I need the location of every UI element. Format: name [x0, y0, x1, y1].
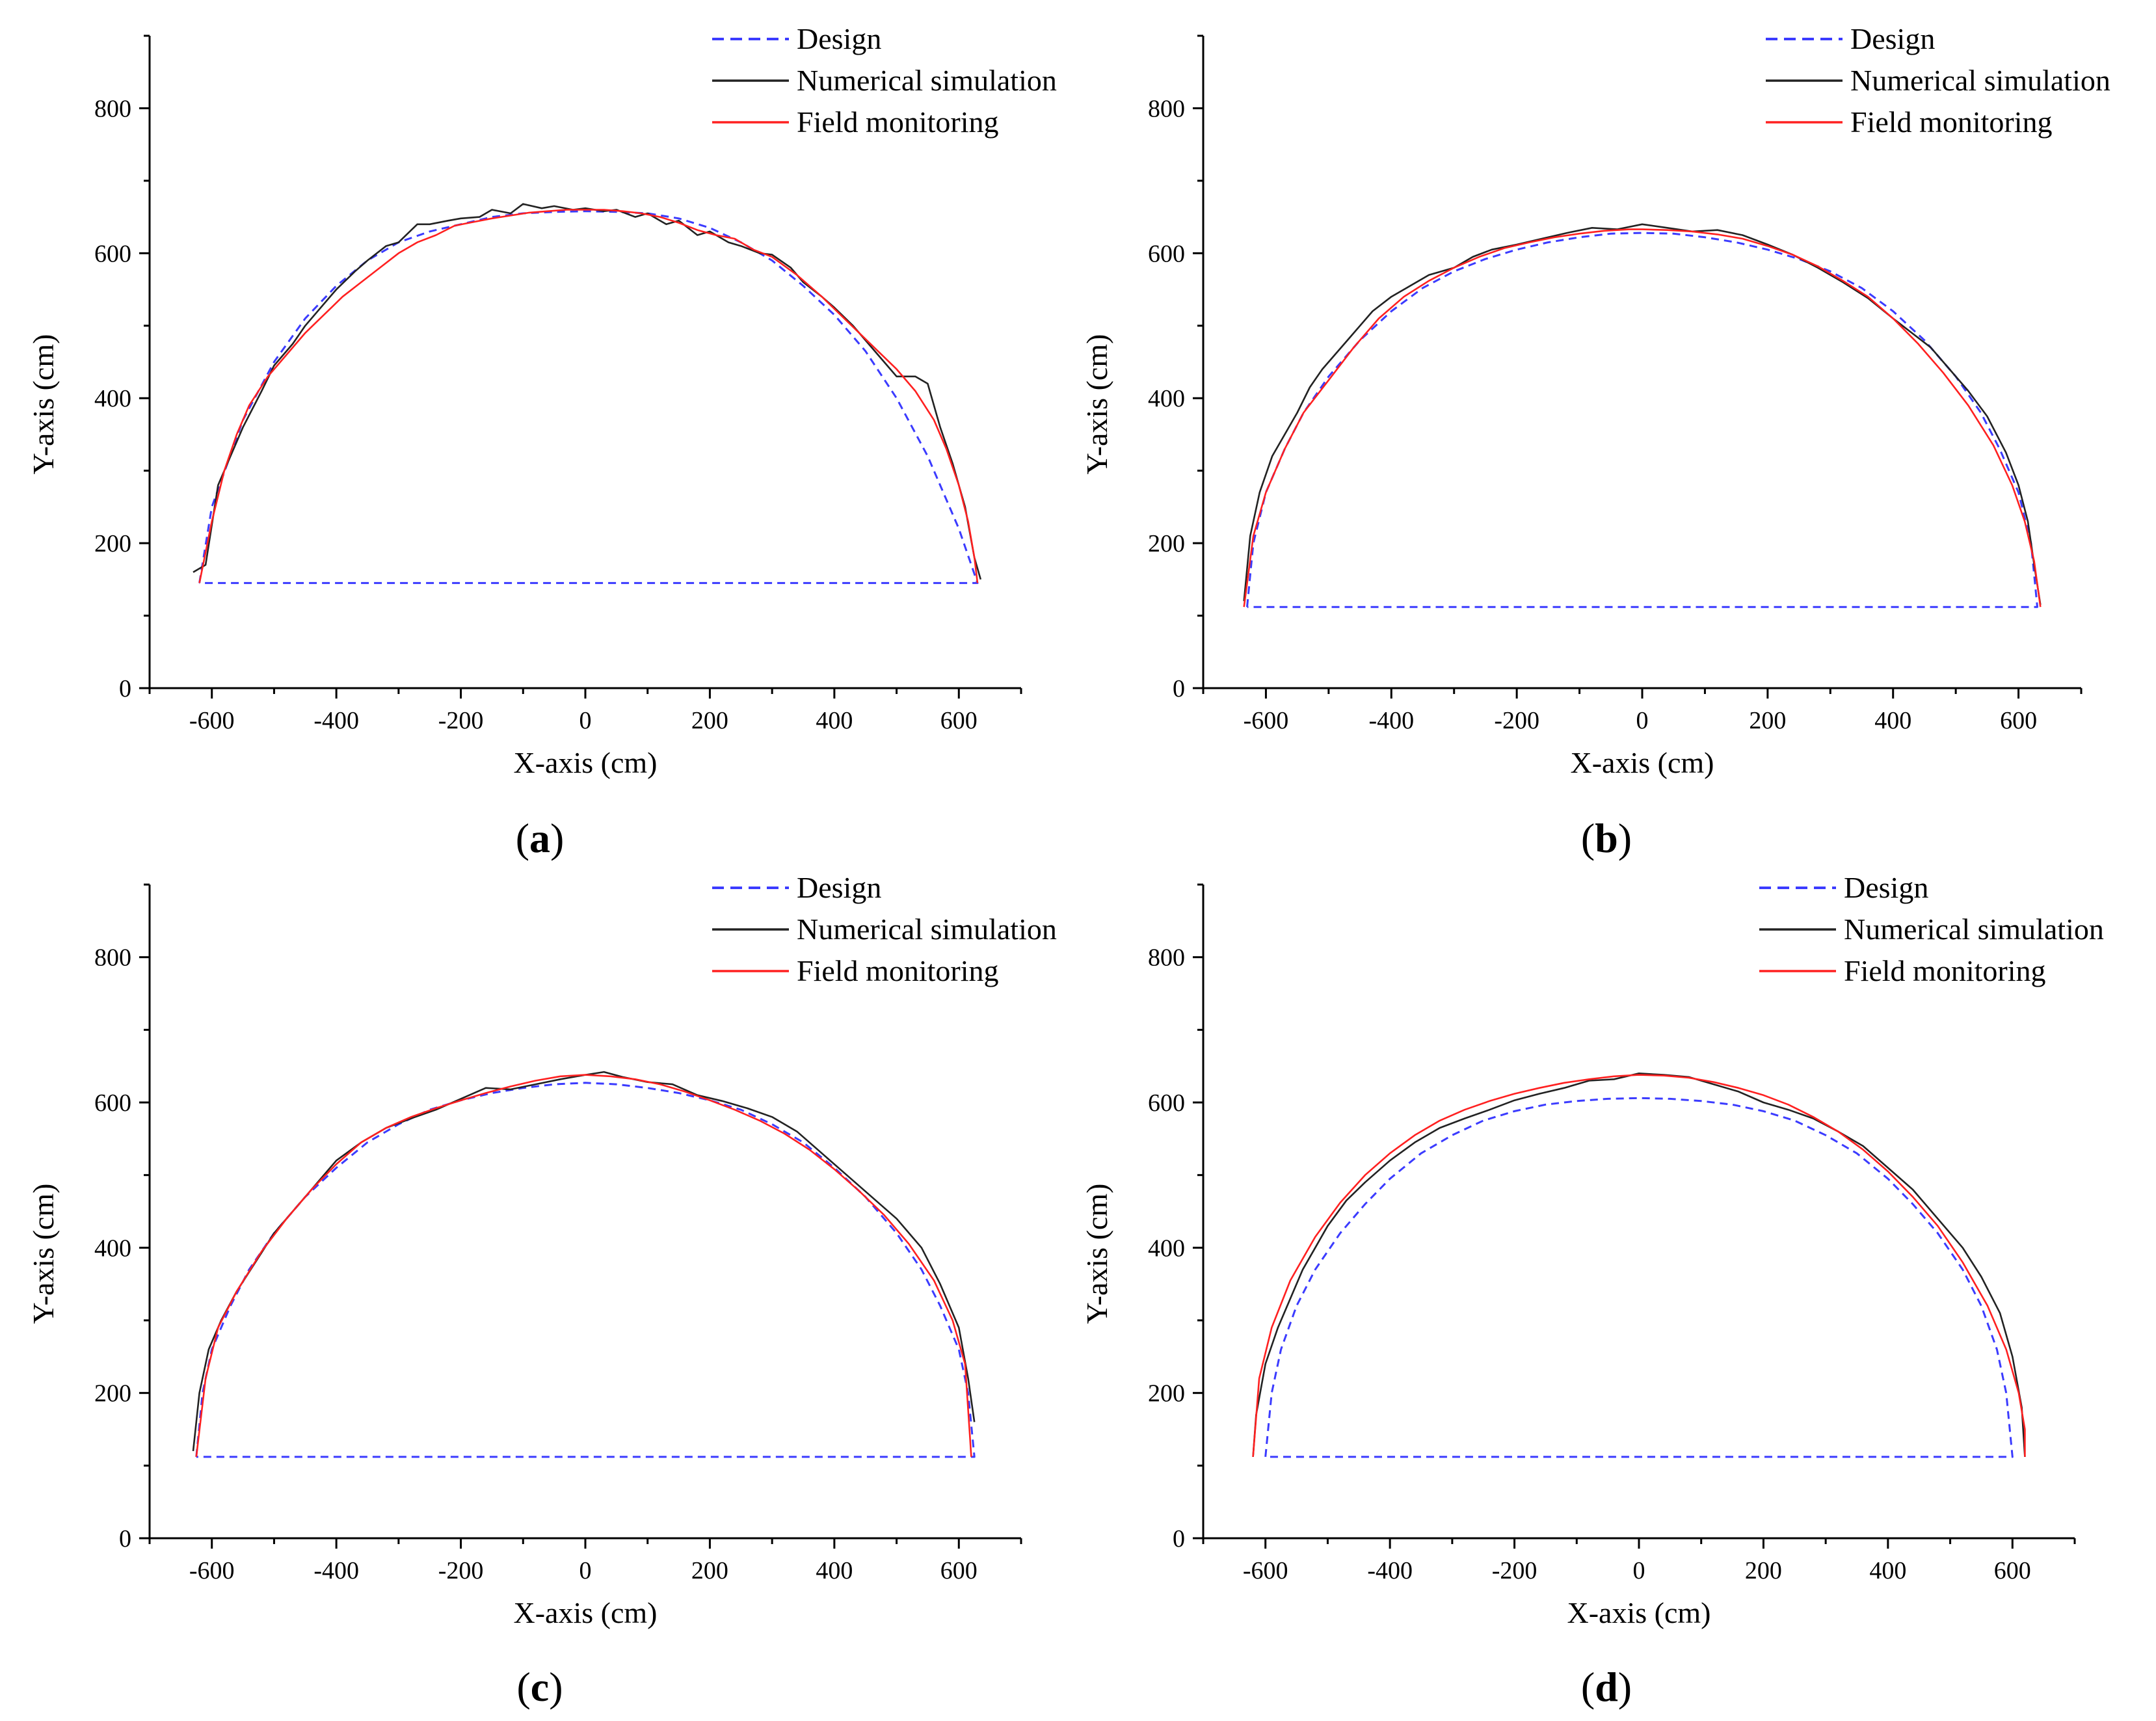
legend-label: Numerical simulation — [797, 64, 1057, 97]
x-tick-label: -200 — [1492, 1557, 1537, 1584]
y-axis-title: Y-axis (cm) — [27, 334, 60, 475]
panel-a: -600 -400 -200 0 200 400 600 0 200 400 600 800 X-axi… — [27, 22, 1057, 861]
series-line-design — [1246, 232, 2038, 608]
series-line-field-monitoring — [1252, 1074, 2026, 1458]
y-axis-title: Y-axis (cm) — [1080, 334, 1113, 475]
x-tick-label: 200 — [1749, 707, 1786, 734]
legend-label: Numerical simulation — [1844, 913, 2104, 946]
y-tick-label: 600 — [1148, 1089, 1185, 1117]
x-tick-label: 400 — [1869, 1557, 1906, 1584]
x-tick-label: 400 — [816, 1557, 853, 1584]
series-line-field-monitoring — [1243, 228, 2042, 607]
x-tick-label: -400 — [1367, 1557, 1413, 1584]
legend-label: Field monitoring — [797, 954, 999, 987]
panel-b: -600 -400 -200 0 200 400 600 0 200 400 600 800 X-axi… — [1080, 22, 2110, 861]
series-line-design — [1264, 1097, 2014, 1458]
panel-d: -600 -400 -200 0 200 400 600 0 200 400 600 800 X-axi… — [1080, 871, 2104, 1710]
panel-label: (a) — [516, 815, 565, 861]
legend-label: Design — [1844, 871, 1928, 904]
x-tick-label: -600 — [189, 1557, 235, 1584]
x-tick-label: -600 — [1244, 707, 1289, 734]
x-tick-label: 600 — [2000, 707, 2037, 734]
y-tick-label: 400 — [94, 385, 131, 412]
panel-label: (c) — [516, 1664, 563, 1710]
series-line-field-monitoring — [195, 1074, 972, 1458]
series-line-design — [198, 210, 979, 584]
x-axis-title: X-axis (cm) — [1567, 1596, 1711, 1629]
x-tick-label: 200 — [691, 707, 728, 734]
x-tick-label: -200 — [1494, 707, 1539, 734]
x-tick-label: 0 — [579, 1557, 592, 1584]
y-axis-title: Y-axis (cm) — [1080, 1184, 1113, 1324]
y-tick-label: 600 — [94, 1089, 131, 1117]
panel-label: (d) — [1581, 1664, 1632, 1710]
y-tick-label: 200 — [94, 530, 131, 557]
y-tick-label: 400 — [1148, 385, 1185, 412]
series-line-numerical-simulation — [192, 1071, 976, 1452]
x-tick-label: 400 — [816, 707, 853, 734]
legend-label: Design — [797, 22, 881, 55]
legend-label: Design — [797, 871, 881, 904]
y-tick-label: 400 — [94, 1234, 131, 1262]
x-axis-title: X-axis (cm) — [514, 1596, 658, 1629]
legend-label: Field monitoring — [797, 105, 999, 139]
panel-c: -600 -400 -200 0 200 400 600 0 200 400 600 800 X-axi… — [27, 871, 1057, 1710]
y-axis-title: Y-axis (cm) — [27, 1184, 60, 1324]
x-tick-label: 200 — [691, 1557, 728, 1584]
y-tick-label: 200 — [94, 1380, 131, 1407]
y-tick-label: 800 — [1148, 944, 1185, 972]
y-tick-label: 800 — [1148, 95, 1185, 122]
y-tick-label: 600 — [1148, 240, 1185, 267]
series-line-field-monitoring — [198, 209, 979, 583]
x-tick-label: 600 — [1994, 1557, 2031, 1584]
panel-label: (b) — [1581, 815, 1632, 861]
y-tick-label: 0 — [119, 675, 131, 702]
x-tick-label: -600 — [1243, 1557, 1288, 1584]
x-tick-label: -200 — [438, 707, 484, 734]
y-tick-label: 0 — [1173, 675, 1185, 702]
legend-label: Field monitoring — [1844, 954, 2046, 987]
x-tick-label: 600 — [940, 707, 978, 734]
series-line-numerical-simulation — [1252, 1073, 2026, 1457]
x-tick-label: -400 — [1368, 707, 1414, 734]
y-tick-label: 0 — [1173, 1525, 1185, 1553]
y-tick-label: 200 — [1148, 530, 1185, 557]
y-tick-label: 200 — [1148, 1380, 1185, 1407]
x-tick-label: 600 — [940, 1557, 978, 1584]
legend-label: Design — [1850, 22, 1935, 55]
x-axis-title: X-axis (cm) — [1571, 746, 1714, 779]
x-tick-label: 0 — [579, 707, 592, 734]
y-tick-label: 600 — [94, 240, 131, 267]
x-axis-title: X-axis (cm) — [514, 746, 658, 779]
x-tick-label: 0 — [1636, 707, 1649, 734]
legend-label: Numerical simulation — [797, 913, 1057, 946]
legend-label: Numerical simulation — [1850, 64, 2110, 97]
x-tick-label: -200 — [438, 1557, 484, 1584]
y-tick-label: 0 — [119, 1525, 131, 1553]
x-tick-label: 0 — [1633, 1557, 1645, 1584]
y-tick-label: 400 — [1148, 1234, 1185, 1262]
y-tick-label: 800 — [94, 944, 131, 972]
x-tick-label: -600 — [189, 707, 235, 734]
x-tick-label: 200 — [1745, 1557, 1782, 1584]
series-line-numerical-simulation — [193, 203, 982, 580]
series-line-design — [195, 1082, 976, 1458]
legend-label: Field monitoring — [1850, 105, 2053, 139]
x-tick-label: 400 — [1874, 707, 1911, 734]
x-tick-label: -400 — [313, 1557, 359, 1584]
series-line-numerical-simulation — [1243, 223, 2042, 606]
y-tick-label: 800 — [94, 95, 131, 122]
x-tick-label: -400 — [313, 707, 359, 734]
